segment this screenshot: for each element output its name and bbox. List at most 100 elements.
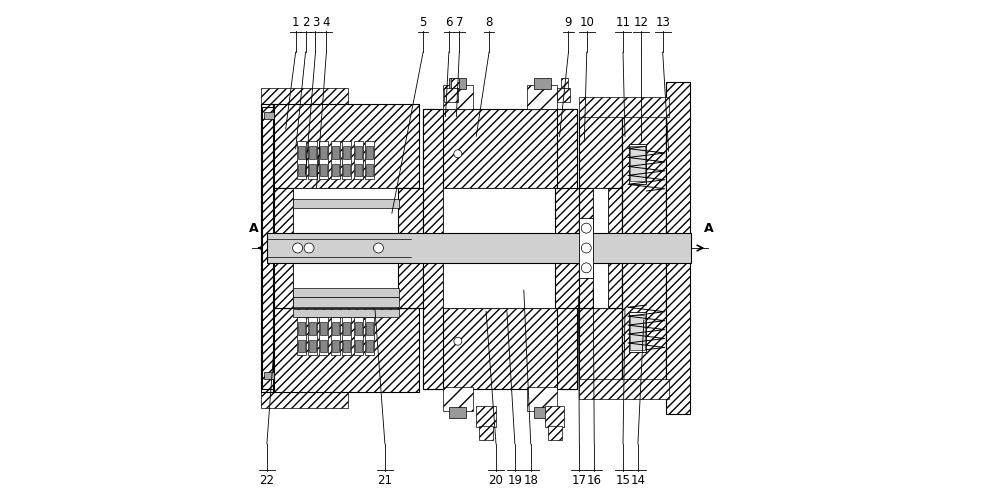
Bar [423, 308, 577, 389]
Bar [262, 107, 273, 389]
Text: 7: 7 [456, 16, 463, 29]
Bar [527, 85, 557, 109]
Bar [579, 379, 669, 399]
Text: 19: 19 [507, 474, 522, 487]
Bar [309, 146, 316, 159]
Bar [293, 297, 399, 307]
Bar [579, 97, 669, 117]
Bar [579, 308, 622, 384]
Bar [293, 309, 399, 317]
Bar [273, 104, 419, 188]
Bar [579, 112, 622, 188]
Bar [444, 88, 458, 102]
Text: 5: 5 [419, 16, 427, 29]
Bar [449, 407, 466, 418]
Text: 17: 17 [572, 474, 587, 487]
Bar [342, 141, 351, 179]
Bar [355, 146, 362, 159]
Bar [319, 141, 328, 179]
Bar [343, 322, 350, 335]
Text: 3: 3 [312, 16, 319, 29]
Text: 13: 13 [655, 16, 670, 29]
Bar [309, 340, 316, 352]
Bar [476, 406, 496, 427]
Bar [534, 78, 551, 89]
Bar [293, 188, 399, 308]
Bar [308, 141, 317, 179]
Bar [398, 188, 419, 308]
Bar [365, 317, 374, 355]
Bar [308, 317, 317, 355]
Text: 10: 10 [579, 16, 594, 29]
Bar [342, 317, 351, 355]
Bar [366, 322, 373, 335]
Bar [354, 317, 363, 355]
Text: 6: 6 [445, 16, 453, 29]
Bar [354, 141, 363, 179]
Bar [332, 146, 339, 159]
Bar [366, 164, 373, 176]
Text: 16: 16 [587, 474, 602, 487]
Circle shape [581, 223, 591, 233]
Text: A: A [249, 222, 258, 235]
Bar [319, 317, 328, 355]
Bar [261, 389, 348, 408]
Circle shape [581, 243, 591, 253]
Text: 22: 22 [259, 474, 274, 487]
Bar [622, 112, 666, 384]
Bar [608, 188, 622, 308]
Bar [297, 141, 306, 179]
Text: 9: 9 [565, 16, 572, 29]
Bar [261, 88, 348, 107]
Bar [343, 146, 350, 159]
Bar [331, 141, 340, 179]
Bar [579, 188, 593, 308]
Text: 4: 4 [323, 16, 330, 29]
Bar [449, 78, 466, 89]
Text: 8: 8 [485, 16, 493, 29]
Bar [366, 340, 373, 352]
Bar [398, 188, 423, 308]
Bar [365, 141, 374, 179]
Bar [355, 340, 362, 352]
Bar [666, 82, 690, 414]
Text: 18: 18 [523, 474, 538, 487]
Bar [273, 308, 419, 392]
Bar [545, 406, 564, 427]
Bar [298, 164, 305, 176]
Bar [297, 317, 306, 355]
Text: 14: 14 [630, 474, 645, 487]
Bar [298, 322, 305, 335]
Circle shape [374, 243, 383, 253]
Bar [273, 188, 293, 308]
Bar [593, 188, 608, 308]
Bar [267, 233, 691, 263]
Text: 20: 20 [489, 474, 503, 487]
Bar [298, 340, 305, 352]
Bar [320, 146, 327, 159]
Text: 11: 11 [616, 16, 631, 29]
Bar [557, 109, 577, 389]
Bar [320, 164, 327, 176]
Circle shape [304, 243, 314, 253]
Bar [555, 188, 579, 308]
Bar [548, 426, 562, 440]
Circle shape [454, 337, 462, 345]
Bar [630, 146, 645, 181]
Bar [443, 387, 473, 411]
Text: 1: 1 [292, 16, 299, 29]
Bar [443, 85, 473, 109]
Bar [309, 322, 316, 335]
Bar [355, 164, 362, 176]
Bar [366, 146, 373, 159]
Bar [557, 88, 570, 102]
Bar [534, 407, 551, 418]
Text: 12: 12 [633, 16, 648, 29]
Bar [320, 340, 327, 352]
Bar [423, 109, 443, 389]
Bar [629, 144, 646, 184]
Bar [579, 218, 593, 278]
Bar [561, 78, 568, 88]
Bar [293, 199, 399, 208]
Bar [332, 164, 339, 176]
